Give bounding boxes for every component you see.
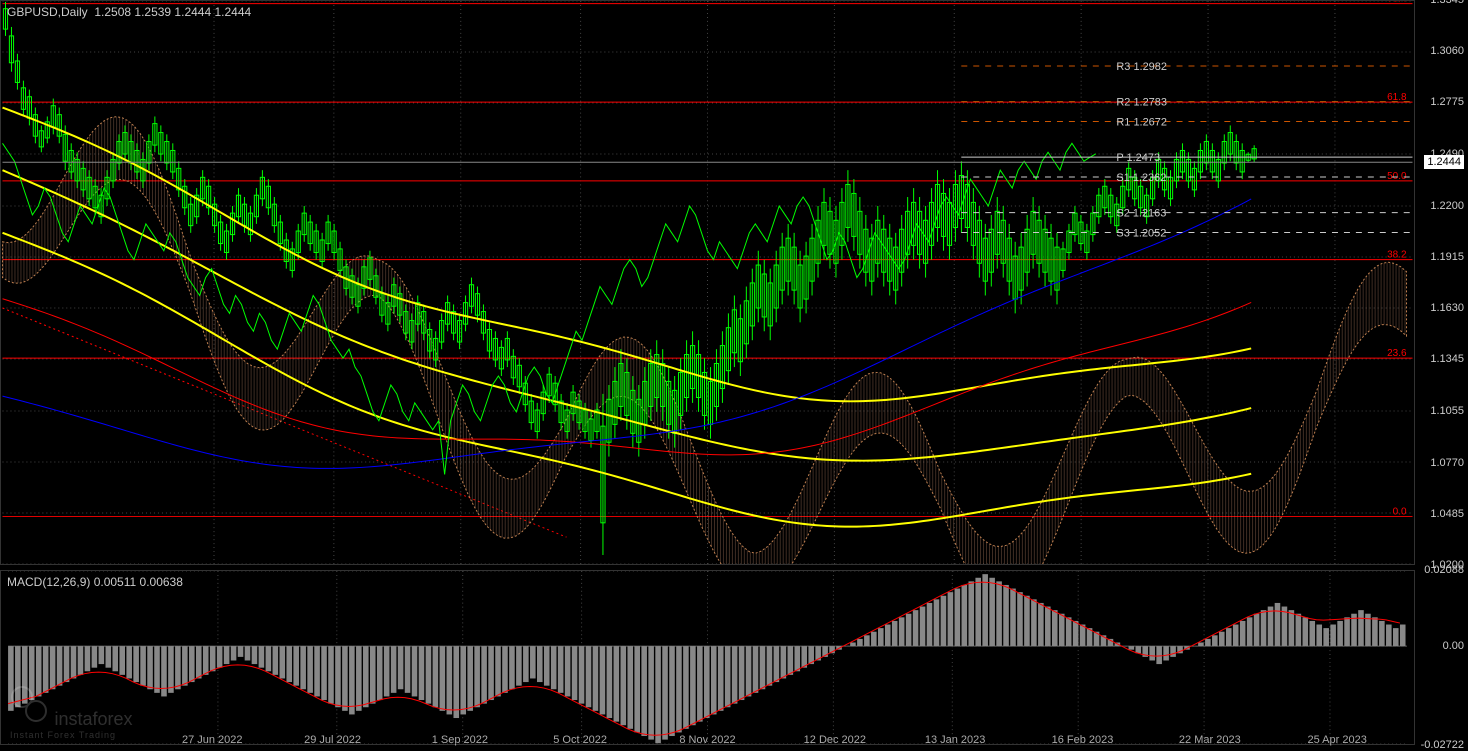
y-tick-label: 1.1055: [1430, 405, 1464, 417]
y-tick-label: 1.0770: [1430, 457, 1464, 469]
svg-text:0.0: 0.0: [1393, 507, 1407, 518]
y-tick-label: 1.3345: [1430, 0, 1464, 6]
y-tick-label: 1.3060: [1430, 45, 1464, 57]
y-tick-label: 1.2775: [1430, 96, 1464, 108]
svg-text:23.6: 23.6: [1387, 348, 1407, 359]
price-chart-svg: 76.461.850.038.223.60.0R3 1.2982R2 1.278…: [1, 1, 1414, 564]
y-tick-label: 1.1630: [1430, 302, 1464, 314]
y-tick-label: 1.1345: [1430, 353, 1464, 365]
current-price-label: 1.2444: [1424, 155, 1464, 169]
svg-text:50.0: 50.0: [1387, 171, 1407, 182]
ohlc-values: 1.2508 1.2539 1.2444 1.2444: [94, 5, 251, 19]
svg-text:S1 1.2362: S1 1.2362: [1116, 172, 1166, 184]
macd-y-tick: 0.02088: [1424, 564, 1464, 576]
macd-indicator-panel[interactable]: MACD(12,26,9) 0.00511 0.00638: [0, 570, 1415, 745]
y-tick-label: 1.2200: [1430, 200, 1464, 212]
macd-svg: [1, 571, 1414, 744]
main-price-chart[interactable]: GBPUSD,Daily 1.2508 1.2539 1.2444 1.2444…: [0, 0, 1415, 565]
svg-text:R1 1.2672: R1 1.2672: [1116, 116, 1167, 128]
svg-text:S3 1.2052: S3 1.2052: [1116, 227, 1166, 239]
y-tick-label: 1.0485: [1430, 508, 1464, 520]
svg-text:38.2: 38.2: [1387, 250, 1407, 261]
svg-text:76.4: 76.4: [1387, 1, 1407, 5]
chart-container: GBPUSD,Daily 1.2508 1.2539 1.2444 1.2444…: [0, 0, 1468, 750]
macd-header: MACD(12,26,9) 0.00511 0.00638: [7, 575, 183, 589]
macd-y-tick: -0.02722: [1421, 739, 1464, 751]
svg-text:S2 1.2163: S2 1.2163: [1116, 208, 1166, 220]
chart-header: GBPUSD,Daily 1.2508 1.2539 1.2444 1.2444: [7, 5, 251, 19]
y-tick-label: 1.1915: [1430, 251, 1464, 263]
svg-text:R3 1.2982: R3 1.2982: [1116, 61, 1167, 73]
macd-y-tick: 0.00: [1443, 640, 1464, 652]
svg-text:R2 1.2783: R2 1.2783: [1116, 97, 1167, 109]
symbol-timeframe: GBPUSD,Daily: [7, 5, 88, 19]
y-axis-right: 1.33451.30601.27751.24901.22001.19151.16…: [1415, 0, 1468, 750]
